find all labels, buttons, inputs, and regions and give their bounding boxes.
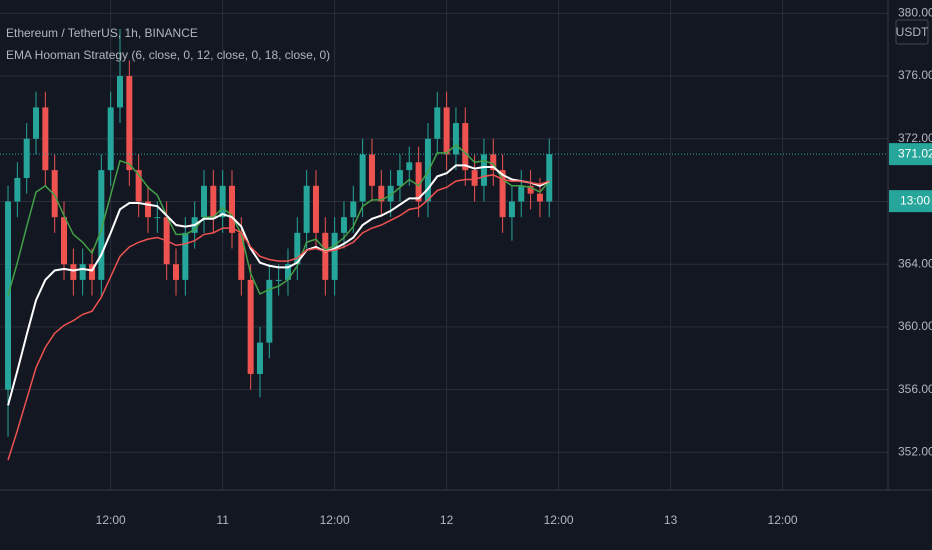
currency-label[interactable]: USDT [896, 25, 929, 39]
candle-body [33, 107, 40, 139]
candle-body [219, 185, 226, 218]
x-tick-label: 12:00 [768, 513, 798, 527]
candle-body [89, 264, 96, 280]
candle-body [98, 170, 105, 280]
y-tick-label: 356.00 [898, 382, 932, 396]
x-tick-label: 12:00 [96, 513, 126, 527]
candle-body [536, 193, 543, 202]
ema-line [7, 144, 550, 296]
candle-body [303, 185, 310, 233]
candle-body [172, 264, 179, 280]
candle-body [294, 232, 301, 265]
y-tick-label: 376.00 [898, 68, 932, 82]
candle-body [126, 76, 133, 171]
candle-body [378, 185, 385, 202]
ema-line [7, 164, 550, 406]
last-price-badge [889, 143, 932, 166]
candle-body [266, 279, 273, 343]
candle-body [51, 170, 58, 218]
candle-body [247, 279, 254, 374]
candle-body [61, 217, 68, 265]
candle-body [154, 217, 161, 219]
candle-body [228, 185, 235, 233]
x-tick-label: 11 [216, 513, 229, 527]
candle-body [331, 232, 338, 280]
y-tick-label: 372.00 [898, 131, 932, 145]
candle-body [117, 76, 124, 108]
y-tick-label: 360.00 [898, 319, 932, 333]
candle-body [471, 170, 478, 186]
candle-body [462, 123, 469, 171]
candle-body [340, 217, 347, 233]
axes: 352.00356.00360.00364.00368.00372.00376.… [96, 5, 932, 527]
candle-body [256, 342, 263, 374]
candle-body [415, 162, 422, 202]
indicator-label[interactable]: EMA Hooman Strategy (6, close, 0, 12, cl… [6, 48, 330, 62]
x-tick-label: 12:00 [544, 513, 574, 527]
candle-body [452, 123, 459, 155]
candle-body [14, 177, 21, 202]
candle-body [490, 154, 497, 171]
candle-body [135, 170, 142, 202]
candle-body [107, 107, 114, 171]
candle-body [518, 185, 525, 202]
candle-body [23, 138, 30, 178]
last-price-label: 371.02 [898, 146, 932, 160]
candle-body [182, 232, 189, 280]
candle-body [200, 185, 207, 218]
candle-body [322, 232, 329, 280]
y-tick-label: 352.00 [898, 445, 932, 459]
ema-line [7, 174, 550, 461]
plot [0, 29, 888, 461]
candle-body [275, 279, 282, 281]
y-tick-label: 364.00 [898, 256, 932, 270]
candle-body [443, 107, 450, 155]
candle-body [546, 154, 553, 202]
candle-body [527, 185, 534, 194]
candle-body [396, 170, 403, 186]
y-tick-label: 380.00 [898, 5, 932, 19]
candle-body [70, 264, 77, 280]
candle-body [387, 185, 394, 202]
candle-body [312, 185, 319, 233]
candle-body [499, 170, 506, 218]
candle-body [508, 201, 515, 218]
countdown-label: 13:00 [900, 193, 930, 207]
x-tick-label: 13 [664, 513, 678, 527]
chart-title: Ethereum / TetherUS, 1h, BINANCE [6, 26, 198, 40]
candle-body [368, 154, 375, 186]
candle-body [42, 107, 49, 171]
candle-body [210, 185, 217, 218]
x-tick-label: 12:00 [320, 513, 350, 527]
countdown-badge [889, 190, 932, 213]
candle-body [359, 154, 366, 202]
candle-body [238, 232, 245, 280]
x-tick-label: 12 [440, 513, 454, 527]
candle-body [284, 264, 291, 280]
currency-box[interactable] [895, 19, 929, 45]
candle-body [145, 201, 151, 218]
candle-body [350, 201, 357, 218]
candle-body [79, 264, 86, 280]
candle-body [406, 162, 413, 171]
candle-body [434, 107, 441, 139]
candle-body [480, 154, 487, 186]
